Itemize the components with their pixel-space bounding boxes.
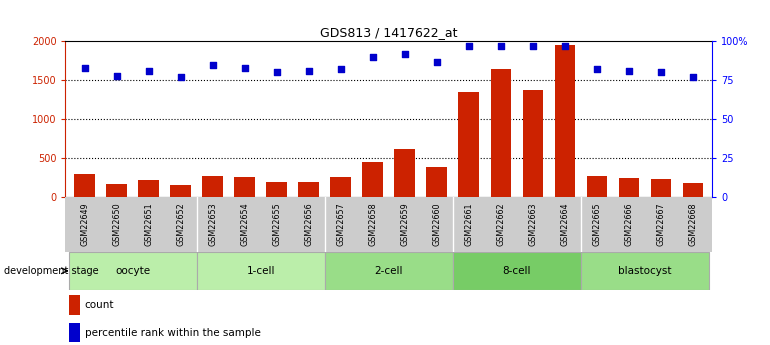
Bar: [266, 182, 287, 197]
Text: GSM22650: GSM22650: [112, 203, 121, 246]
Text: oocyte: oocyte: [116, 266, 150, 276]
Text: GSM22666: GSM22666: [624, 203, 634, 246]
Point: [430, 59, 443, 64]
Bar: [325, 252, 453, 290]
Text: GSM22660: GSM22660: [433, 203, 441, 246]
Bar: [651, 179, 671, 197]
Bar: [554, 45, 575, 197]
Bar: [69, 323, 80, 342]
Bar: [170, 185, 191, 197]
Bar: [234, 177, 255, 197]
Text: GSM22659: GSM22659: [400, 203, 410, 246]
Point: [270, 70, 283, 75]
Point: [239, 65, 251, 71]
Bar: [587, 176, 608, 197]
Text: GSM22654: GSM22654: [240, 203, 249, 246]
Point: [142, 68, 155, 73]
Point: [654, 70, 667, 75]
Bar: [65, 197, 712, 252]
Point: [79, 65, 91, 71]
Bar: [139, 179, 159, 197]
Point: [687, 74, 699, 80]
Text: GSM22663: GSM22663: [528, 203, 537, 246]
Point: [303, 68, 315, 73]
Title: GDS813 / 1417622_at: GDS813 / 1417622_at: [320, 26, 457, 39]
Bar: [453, 252, 581, 290]
Bar: [394, 149, 415, 197]
Text: 2-cell: 2-cell: [374, 266, 403, 276]
Text: 8-cell: 8-cell: [503, 266, 531, 276]
Bar: [196, 252, 325, 290]
Point: [527, 43, 539, 49]
Bar: [523, 90, 544, 197]
Text: GSM22661: GSM22661: [464, 203, 474, 246]
Bar: [363, 162, 383, 197]
Text: GSM22657: GSM22657: [336, 203, 345, 246]
Bar: [203, 176, 223, 197]
Bar: [330, 177, 351, 197]
Text: GSM22651: GSM22651: [144, 203, 153, 246]
Point: [111, 73, 123, 78]
Text: count: count: [85, 300, 115, 310]
Text: 1-cell: 1-cell: [246, 266, 275, 276]
Bar: [683, 183, 704, 197]
Text: GSM22658: GSM22658: [368, 203, 377, 246]
Text: GSM22664: GSM22664: [561, 203, 570, 246]
Bar: [69, 252, 196, 290]
Bar: [74, 174, 95, 197]
Text: GSM22665: GSM22665: [592, 203, 601, 246]
Point: [495, 43, 507, 49]
Point: [206, 62, 219, 68]
Point: [335, 67, 347, 72]
Point: [399, 51, 411, 57]
Text: percentile rank within the sample: percentile rank within the sample: [85, 328, 261, 338]
Bar: [69, 295, 80, 315]
Point: [463, 43, 475, 49]
Point: [623, 68, 635, 73]
Text: GSM22649: GSM22649: [80, 203, 89, 246]
Bar: [581, 252, 709, 290]
Text: GSM22656: GSM22656: [304, 203, 313, 246]
Text: GSM22668: GSM22668: [688, 203, 698, 246]
Text: blastocyst: blastocyst: [618, 266, 671, 276]
Bar: [299, 181, 320, 197]
Text: GSM22662: GSM22662: [497, 203, 505, 246]
Point: [175, 74, 187, 80]
Text: GSM22652: GSM22652: [176, 203, 186, 246]
Text: development stage: development stage: [4, 266, 99, 276]
Point: [367, 54, 379, 60]
Text: GSM22667: GSM22667: [657, 203, 665, 246]
Bar: [458, 92, 479, 197]
Text: GSM22655: GSM22655: [273, 203, 281, 246]
Bar: [427, 167, 447, 197]
Point: [591, 67, 603, 72]
Text: GSM22653: GSM22653: [208, 203, 217, 246]
Point: [559, 43, 571, 49]
Bar: [618, 178, 639, 197]
Bar: [106, 184, 127, 197]
Bar: [490, 69, 511, 197]
